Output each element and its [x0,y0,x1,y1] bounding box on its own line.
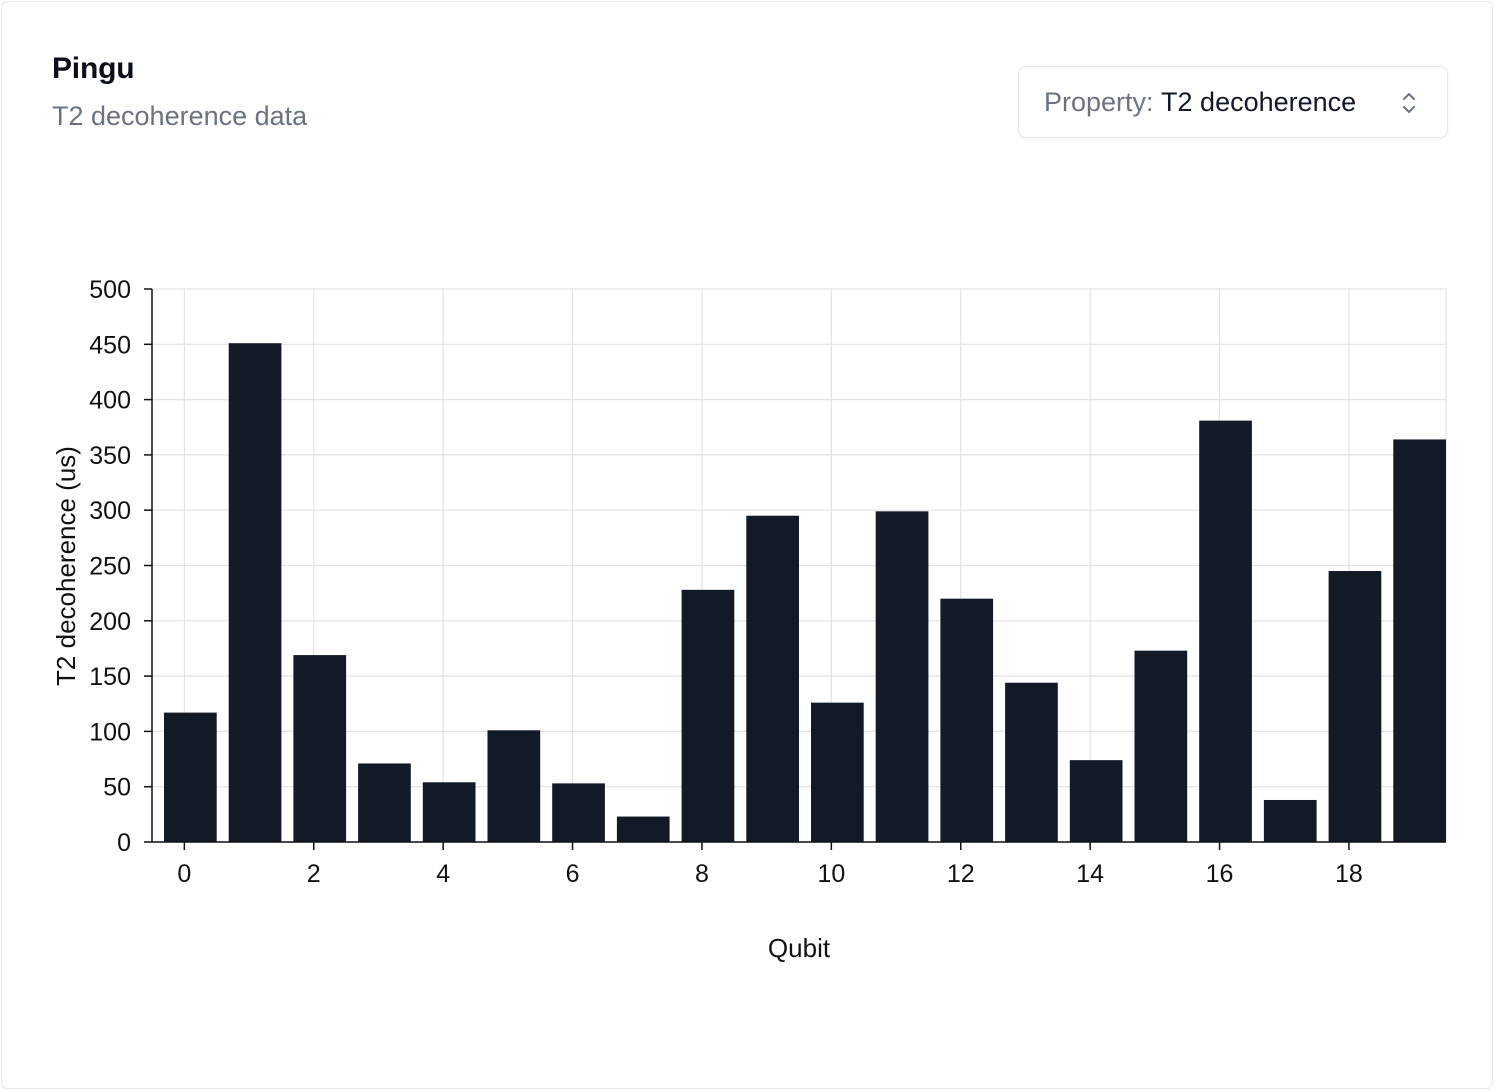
bar [746,515,799,842]
x-axis-title: Qubit [768,933,831,963]
y-tick-label: 250 [89,553,131,581]
x-tick-label: 18 [1335,860,1363,888]
bar [293,655,347,842]
bar [422,782,476,842]
chevron-up-down-icon [1403,93,1415,113]
property-select[interactable]: Property: T2 decoherence [1018,66,1448,138]
property-select-prefix: Property: [1044,86,1162,117]
x-tick-label: 6 [566,860,580,888]
x-tick-label: 8 [695,860,709,888]
bar [1393,439,1446,842]
bar [1069,760,1123,842]
bar [681,589,735,842]
card-subtitle: T2 decoherence data [52,101,308,131]
y-tick-label: 50 [103,774,131,802]
x-tick-label: 2 [307,860,321,888]
y-axis-title: T2 decoherence (us) [51,446,81,686]
bar [1134,650,1188,842]
card-title: Pingu [52,52,135,85]
y-tick-label: 350 [89,442,131,470]
x-tick-label: 4 [436,860,450,888]
y-tick-label: 400 [89,387,131,415]
y-tick-label: 450 [89,331,131,359]
y-tick-label: 100 [89,718,131,746]
bar [228,343,282,842]
y-tick-label: 200 [89,608,131,636]
x-tick-label: 16 [1206,860,1234,888]
bar [164,712,217,842]
bar [616,816,670,842]
y-tick-label: 300 [89,497,131,525]
x-tick-label: 12 [947,860,975,888]
bar [875,511,929,842]
bar [487,730,541,842]
bar [1328,571,1382,842]
bar [358,763,411,842]
x-tick-label: 14 [1076,860,1104,888]
bar [811,702,864,842]
y-tick-label: 0 [117,829,131,857]
x-tick-label: 0 [177,860,191,888]
bar [1199,420,1252,842]
bar [1263,799,1317,842]
y-tick-label: 500 [89,276,131,304]
bar [1005,682,1058,842]
bar [552,783,605,842]
y-tick-label: 150 [89,663,131,691]
property-select-value: T2 decoherence [1161,86,1357,117]
bar [940,598,994,842]
x-tick-label: 10 [817,860,845,888]
